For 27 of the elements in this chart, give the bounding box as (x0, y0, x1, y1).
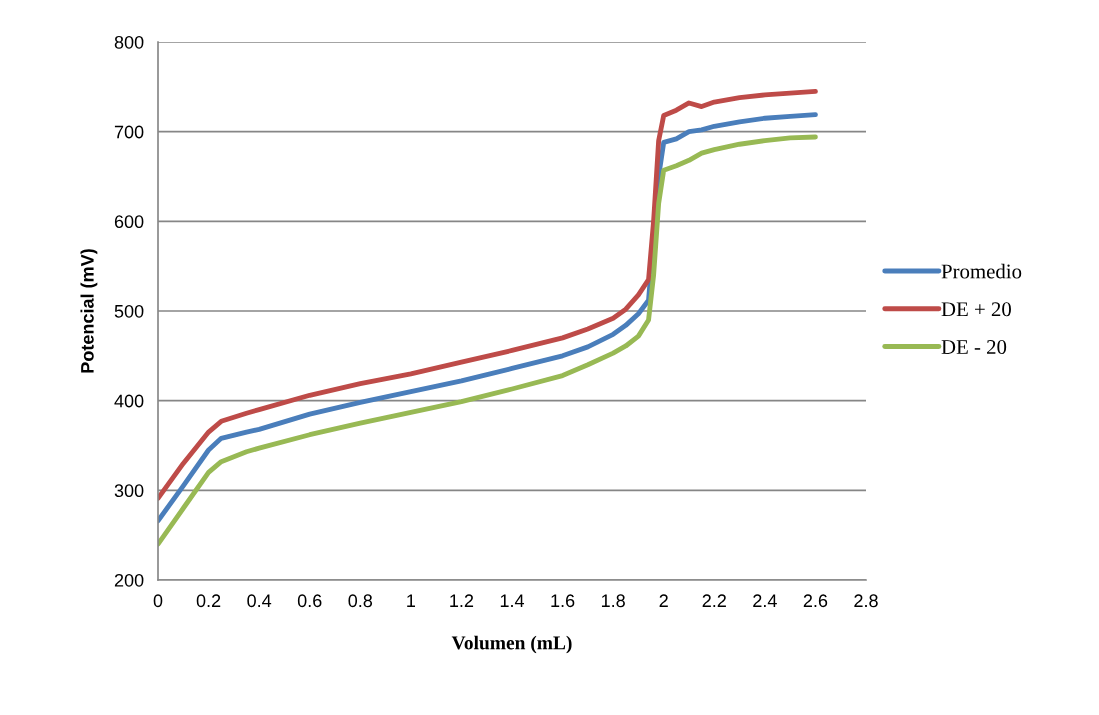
x-tick-label: 2.2 (702, 594, 726, 607)
x-tick-label: 2 (659, 594, 668, 607)
legend-label: Promedio (941, 263, 1022, 279)
y-tick-label: 200 (114, 573, 144, 587)
x-tick-label: 1.2 (450, 594, 474, 607)
x-tick-label: 0.8 (348, 594, 373, 608)
x-tick-label: 2.4 (753, 594, 777, 607)
legend-label: DE - 20 (941, 339, 1007, 355)
x-axis-title: Volumen (mL) (451, 635, 572, 654)
y-tick-label: 800 (114, 35, 144, 49)
y-axis-title: Potencial (mV) (80, 249, 98, 373)
x-tick-label: 2.6 (803, 594, 828, 608)
x-tick-label: 0 (153, 594, 163, 608)
y-tick-label: 500 (114, 304, 144, 318)
y-tick-label: 700 (114, 125, 144, 139)
x-tick-label: 0.6 (297, 594, 322, 608)
y-tick-label: 600 (114, 215, 144, 229)
x-tick-label: 1.6 (551, 594, 575, 608)
legend-label: DE + 20 (941, 302, 1011, 317)
x-tick-label: 2.8 (854, 594, 878, 608)
x-tick-label: 1.8 (601, 594, 625, 608)
x-tick-label: 0.4 (247, 594, 272, 608)
x-tick-label: 0.2 (196, 594, 221, 608)
x-tick-label: 1 (407, 594, 415, 607)
x-tick-label: 1.4 (500, 594, 525, 607)
y-tick-label: 400 (114, 394, 144, 408)
y-tick-label: 300 (114, 484, 144, 498)
